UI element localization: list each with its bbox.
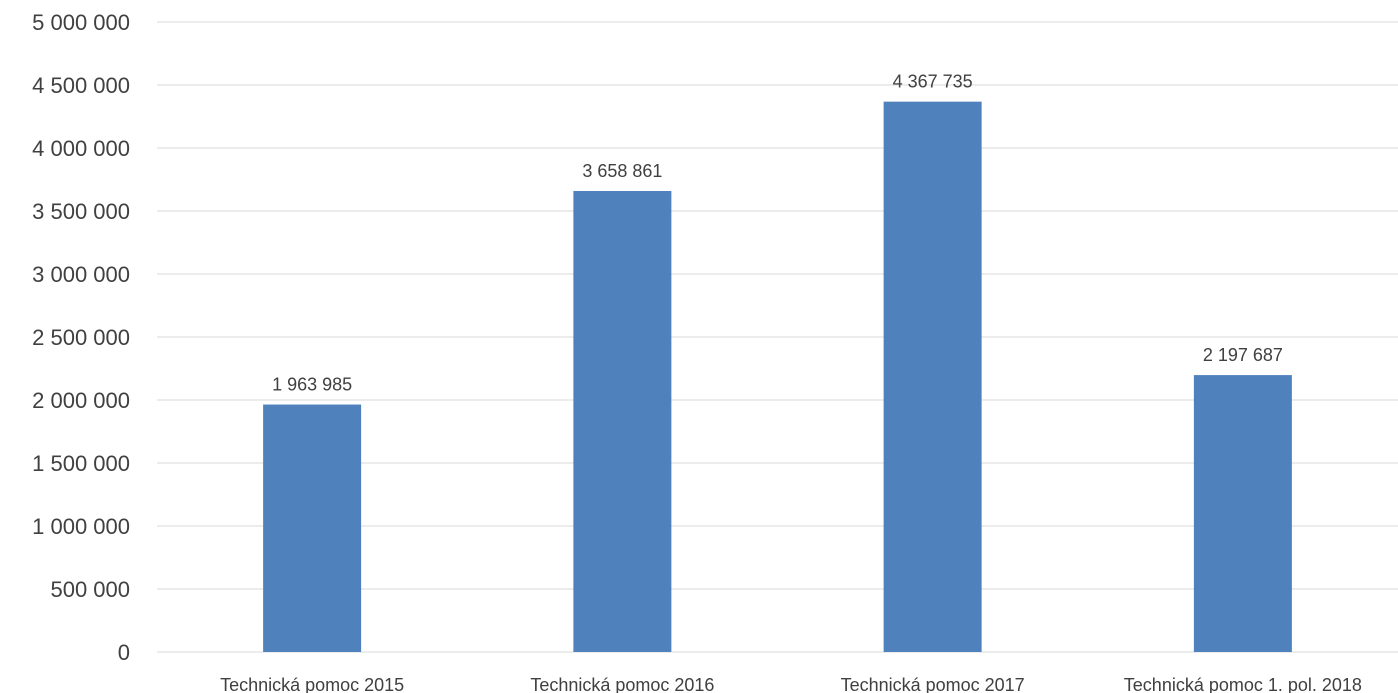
y-tick-label: 4 000 000 bbox=[32, 136, 130, 161]
data-label: 2 197 687 bbox=[1203, 345, 1283, 365]
y-tick-label: 2 500 000 bbox=[32, 325, 130, 350]
gridlines bbox=[157, 21, 1398, 653]
bar bbox=[1193, 375, 1292, 652]
category-label: Technická pomoc 2017 bbox=[841, 675, 1025, 693]
y-tick-label: 1 000 000 bbox=[32, 514, 130, 539]
y-tick-label: 3 000 000 bbox=[32, 262, 130, 287]
y-tick-label: 3 500 000 bbox=[32, 199, 130, 224]
y-tick-label: 0 bbox=[118, 640, 130, 665]
category-label: Technická pomoc 1. pol. 2018 bbox=[1124, 675, 1362, 693]
bar bbox=[883, 101, 982, 652]
bars bbox=[263, 101, 1292, 652]
y-tick-label: 5 000 000 bbox=[32, 10, 130, 35]
category-label: Technická pomoc 2015 bbox=[220, 675, 404, 693]
y-tick-label: 500 000 bbox=[50, 577, 130, 602]
y-tick-label: 2 000 000 bbox=[32, 388, 130, 413]
data-label: 4 367 735 bbox=[893, 72, 973, 92]
category-label: Technická pomoc 2016 bbox=[530, 675, 714, 693]
x-axis-category-labels: Technická pomoc 2015 Technická pomoc 2016… bbox=[220, 675, 1362, 693]
y-tick-label: 4 500 000 bbox=[32, 73, 130, 98]
data-label: 3 658 861 bbox=[582, 161, 662, 181]
bar bbox=[263, 404, 362, 652]
data-labels: 1 963 985 3 658 861 4 367 735 2 197 687 bbox=[272, 72, 1283, 395]
y-axis-tick-labels: 0 500 000 1 000 000 1 500 000 2 000 000 2 500… bbox=[32, 10, 130, 665]
y-tick-label: 1 500 000 bbox=[32, 451, 130, 476]
data-label: 1 963 985 bbox=[272, 375, 352, 395]
bar bbox=[573, 190, 672, 652]
